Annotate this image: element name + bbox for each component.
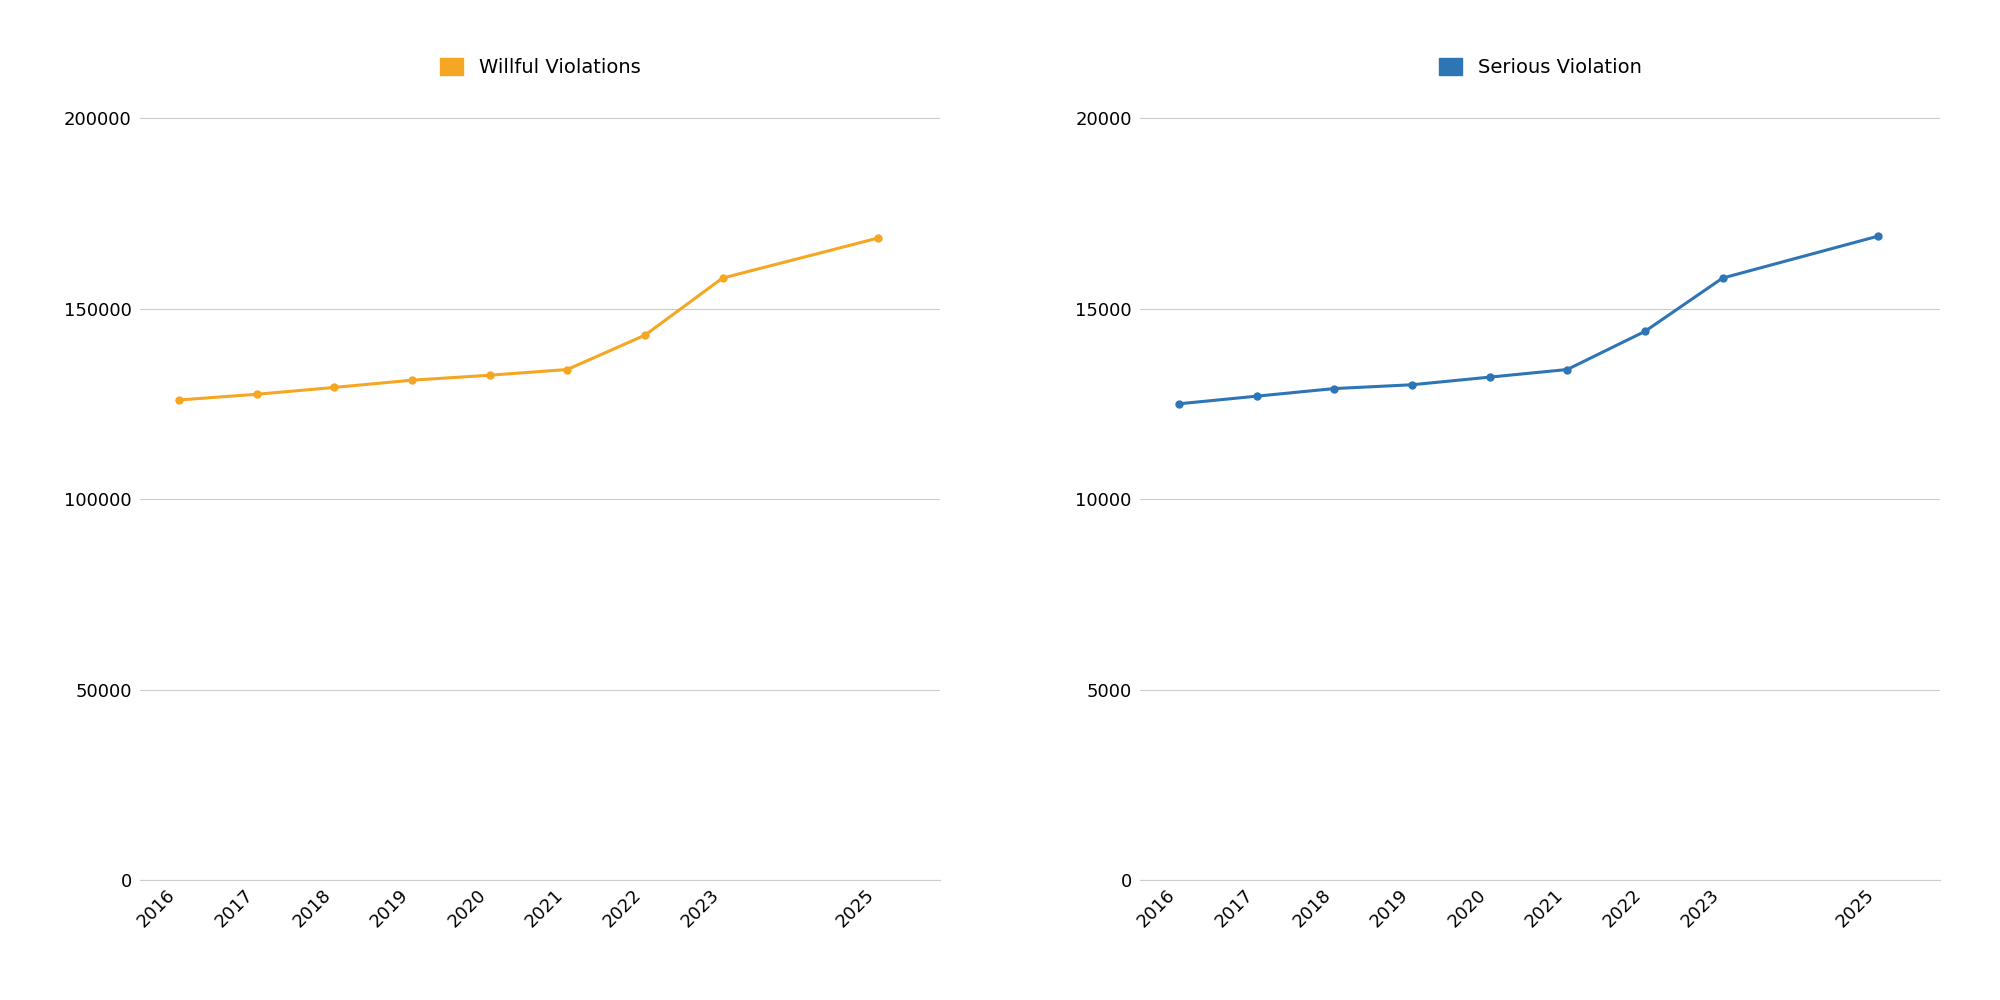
Legend: Willful Violations: Willful Violations: [440, 58, 640, 77]
Legend: Serious Violation: Serious Violation: [1438, 58, 1642, 77]
